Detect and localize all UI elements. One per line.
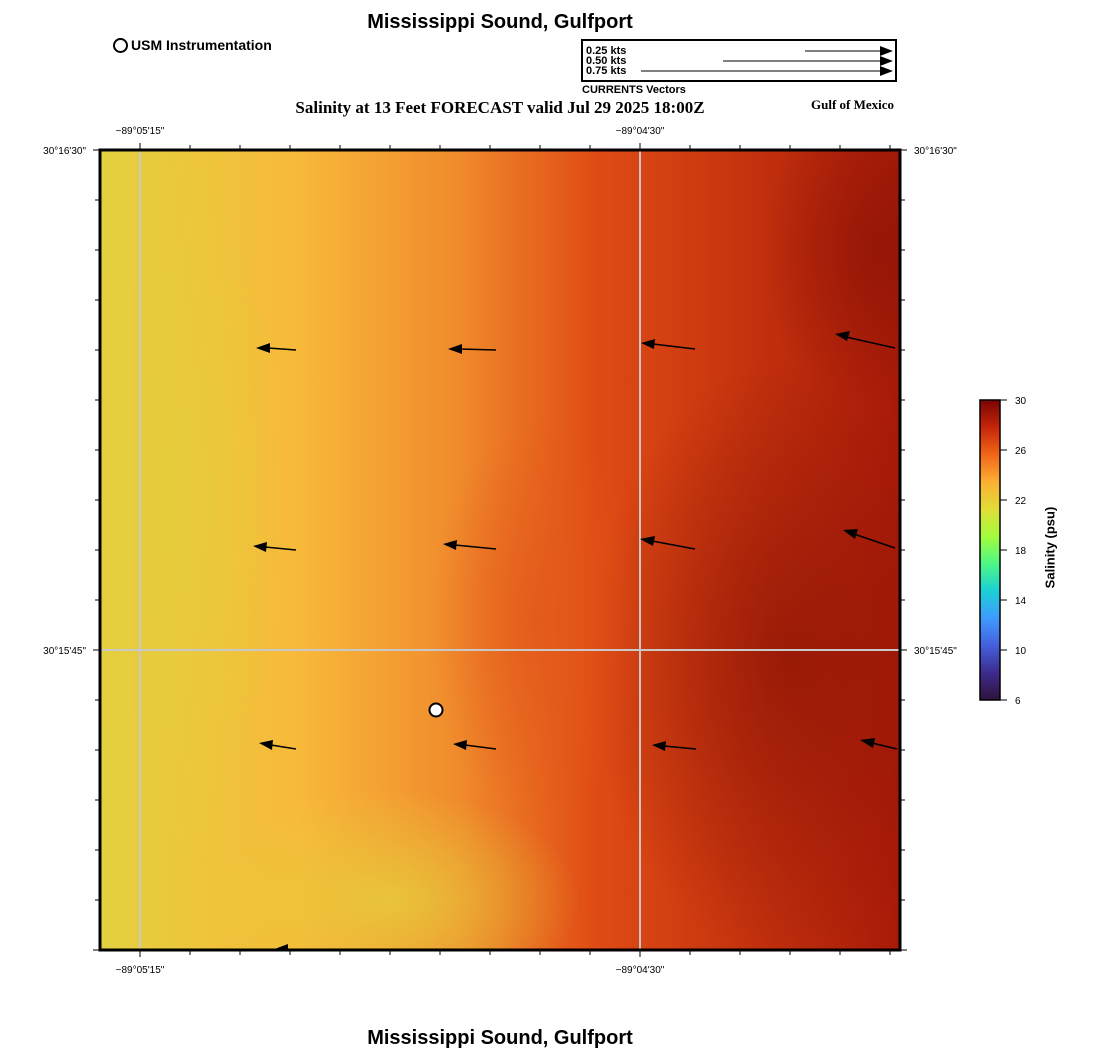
current-arrow xyxy=(272,944,288,950)
lon-label-bottom-2: −89°04'30" xyxy=(616,965,665,976)
vector-scale-label-3: 0.75 kts xyxy=(586,65,627,77)
current-arrow xyxy=(253,542,297,552)
current-arrow xyxy=(256,343,297,353)
current-arrow xyxy=(448,344,497,354)
current-arrow xyxy=(843,529,896,549)
salinity-field xyxy=(100,150,900,950)
lon-label-top-2: −89°04'30" xyxy=(616,126,665,137)
forecast-subtitle: Salinity at 13 Feet FORECAST valid Jul 2… xyxy=(295,98,705,117)
lon-label-top-1: −89°05'15" xyxy=(116,126,165,137)
colorbar-tick-label: 30 xyxy=(1015,396,1027,407)
lat-label-right-1: 30°16'30" xyxy=(914,146,957,157)
lat-label-left-2: 30°15'45" xyxy=(43,646,86,657)
map-title: Mississippi Sound, Gulfport xyxy=(367,11,633,33)
lat-label-right-2: 30°15'45" xyxy=(914,646,957,657)
usm-instrument-marker[interactable] xyxy=(428,702,444,718)
current-arrow xyxy=(259,740,297,750)
colorbar-tick-label: 22 xyxy=(1015,496,1027,507)
vector-scale-arrows xyxy=(641,46,893,76)
instrumentation-label: USM Instrumentation xyxy=(131,37,272,53)
instrument-marker-icon xyxy=(113,37,128,53)
current-arrow xyxy=(453,740,497,750)
colorbar-tick-label: 18 xyxy=(1015,546,1027,557)
lon-label-bottom-1: −89°05'15" xyxy=(116,965,165,976)
current-arrow xyxy=(652,741,697,751)
colorbar-label: Salinity (psu) xyxy=(1042,506,1058,589)
frame-ticks xyxy=(93,143,907,957)
colorbar-tick-label: 26 xyxy=(1015,446,1027,457)
current-arrow xyxy=(835,331,896,349)
region-label: Gulf of Mexico xyxy=(811,97,895,112)
current-arrow xyxy=(443,540,497,550)
salinity-colorbar: 30 26 22 18 14 10 6 xyxy=(979,396,1027,707)
instrumentation-legend: USM Instrumentation xyxy=(113,37,272,53)
colorbar-tick-label: 10 xyxy=(1015,646,1027,657)
vector-scale-legend: 0.25 kts 0.50 kts 0.75 kts xyxy=(581,39,897,82)
vector-scale-label-2: 0.50 kts xyxy=(586,55,627,67)
current-arrow xyxy=(641,339,696,350)
current-vectors xyxy=(253,331,898,950)
lat-label-left-1: 30°16'30" xyxy=(43,146,86,157)
colorbar-tick-label: 6 xyxy=(1015,696,1021,707)
vector-caption: CURRENTS Vectors xyxy=(582,84,686,96)
current-arrow xyxy=(860,738,898,750)
vector-scale-label-1: 0.25 kts xyxy=(586,45,627,57)
map-footer-title: Mississippi Sound, Gulfport xyxy=(367,1027,633,1049)
current-arrow xyxy=(640,536,696,550)
colorbar-tick-label: 14 xyxy=(1015,596,1027,607)
